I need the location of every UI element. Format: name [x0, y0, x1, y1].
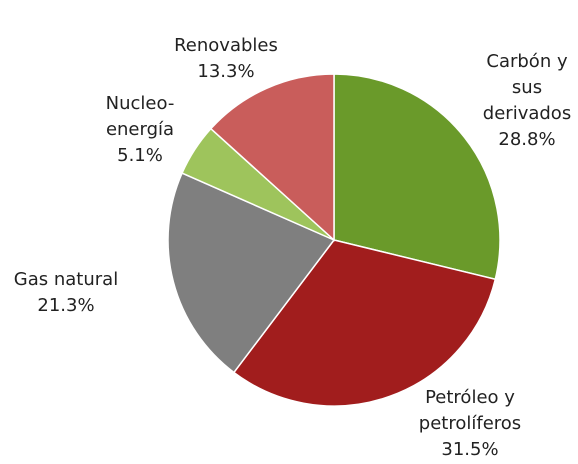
pie-slice: [232, 239, 497, 407]
pie-slice: [209, 73, 335, 242]
slice-value-label: 28.8%: [498, 129, 555, 150]
slice-label: Petróleo y petrolíferos: [419, 387, 521, 434]
slice-label: Nucleo-energía: [106, 93, 175, 140]
slice-value-label: 5.1%: [117, 145, 163, 166]
slice-label: Gas natural: [14, 269, 118, 290]
slice-value-label: 31.5%: [441, 439, 498, 460]
slice-label: Renovables: [174, 35, 278, 56]
slice-label: Carbón y sus derivados: [483, 51, 571, 124]
pie-slice: [333, 73, 501, 281]
slice-value-label: 21.3%: [37, 295, 94, 316]
slice-value-label: 13.3%: [197, 61, 254, 82]
pie-slice: [167, 172, 336, 374]
